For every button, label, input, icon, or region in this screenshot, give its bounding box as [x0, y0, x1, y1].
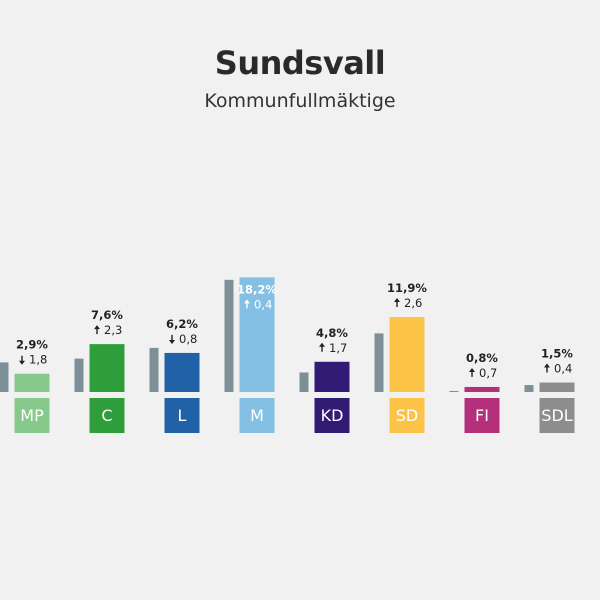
previous-bar-m: [224, 279, 234, 392]
bar-l: [164, 352, 200, 392]
value-label-l: 6,2%: [166, 317, 198, 331]
party-label-sdl: SDL: [541, 406, 572, 425]
change-label-fi: 0,7: [479, 366, 497, 380]
party-box-sd: [389, 398, 425, 433]
change-label-l: 0,8: [179, 332, 197, 346]
change-label-sdl: 0,4: [554, 362, 572, 376]
change-arrowhead-sd: [394, 298, 400, 303]
party-box-sdl: [539, 398, 575, 433]
value-label-mp: 2,9%: [16, 338, 48, 352]
party-label-c: C: [101, 406, 112, 425]
party-box-mp: [14, 398, 50, 433]
change-label-sd: 2,6: [404, 296, 422, 310]
change-arrowhead-fi: [469, 367, 475, 372]
party-label-m: M: [250, 406, 264, 425]
party-label-l: L: [178, 406, 187, 425]
change-label-mp: 1,8: [29, 353, 47, 367]
value-label-fi: 0,8%: [466, 351, 498, 365]
previous-bar-kd: [299, 372, 309, 392]
previous-bar-sdl: [524, 385, 534, 392]
change-label-kd: 1,7: [329, 341, 347, 355]
change-label-m: 0,4: [254, 297, 272, 311]
bar-c: [89, 344, 125, 392]
bar-m: [239, 277, 275, 392]
party-label-mp: MP: [20, 406, 44, 425]
bar-sdl: [539, 382, 575, 392]
previous-bar-mp: [0, 362, 9, 392]
party-box-fi: [464, 398, 500, 433]
previous-bar-fi: [449, 391, 459, 392]
chart-subtitle: Kommunfullmäktige: [204, 90, 396, 112]
change-arrowhead-l: [169, 339, 175, 344]
party-label-fi: FI: [475, 406, 489, 425]
party-box-m: [239, 398, 275, 433]
change-arrowhead-m: [244, 299, 250, 304]
previous-bar-l: [149, 347, 159, 392]
bar-sd: [389, 317, 425, 392]
previous-bar-sd: [374, 333, 384, 392]
bar-fi: [464, 386, 500, 392]
change-arrowhead-mp: [19, 360, 25, 365]
change-label-c: 2,3: [104, 323, 122, 337]
value-label-sd: 11,9%: [387, 281, 427, 295]
chart-title: Sundsvall: [214, 44, 386, 82]
party-box-kd: [314, 398, 350, 433]
party-box-l: [164, 398, 200, 433]
value-label-c: 7,6%: [91, 308, 123, 322]
value-label-kd: 4,8%: [316, 326, 348, 340]
change-arrowhead-kd: [319, 342, 325, 347]
party-label-kd: KD: [321, 406, 344, 425]
bar-mp: [14, 373, 50, 392]
bar-kd: [314, 361, 350, 392]
value-label-sdl: 1,5%: [541, 347, 573, 361]
value-label-m: 18,2%: [237, 282, 277, 296]
previous-bar-c: [74, 358, 84, 392]
party-box-c: [89, 398, 125, 433]
change-arrowhead-c: [94, 325, 100, 330]
party-label-sd: SD: [396, 406, 418, 425]
change-arrowhead-sdl: [544, 363, 550, 368]
